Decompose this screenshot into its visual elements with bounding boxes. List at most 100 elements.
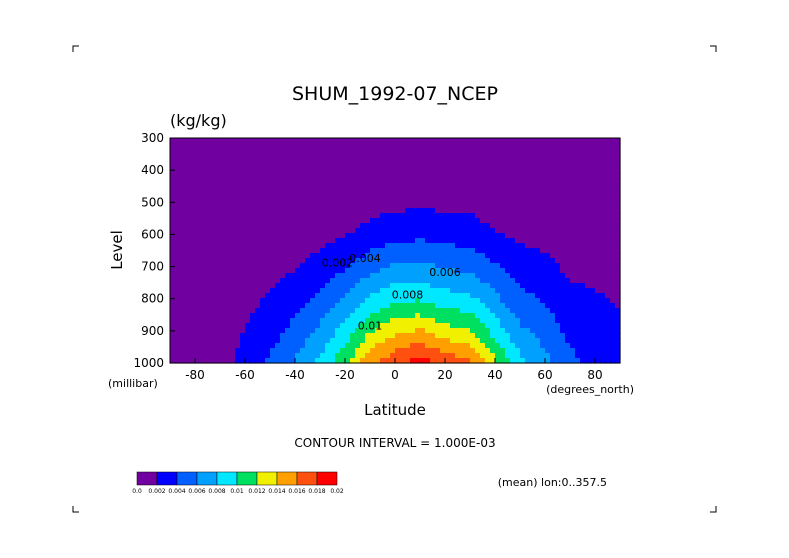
field-cell bbox=[240, 308, 246, 314]
field-cell bbox=[450, 283, 456, 289]
field-cell bbox=[425, 138, 431, 144]
field-cell bbox=[380, 353, 386, 359]
field-cell bbox=[190, 248, 196, 254]
field-cell bbox=[610, 328, 616, 334]
field-cell bbox=[220, 268, 226, 274]
field-cell bbox=[445, 253, 451, 259]
field-cell bbox=[615, 268, 621, 274]
field-cell bbox=[420, 338, 426, 344]
field-cell bbox=[520, 208, 526, 214]
field-cell bbox=[475, 278, 481, 284]
field-cell bbox=[245, 263, 251, 269]
field-cell bbox=[210, 168, 216, 174]
field-cell bbox=[485, 308, 491, 314]
field-cell bbox=[310, 138, 316, 144]
field-cell bbox=[445, 273, 451, 279]
field-cell bbox=[370, 323, 376, 329]
field-cell bbox=[520, 278, 526, 284]
field-cell bbox=[185, 313, 191, 319]
field-cell bbox=[370, 348, 376, 354]
field-cell bbox=[355, 263, 361, 269]
field-cell bbox=[500, 228, 506, 234]
y-tick-label: 300 bbox=[141, 131, 164, 145]
field-cell bbox=[215, 283, 221, 289]
field-cell bbox=[595, 148, 601, 154]
field-cell bbox=[175, 268, 181, 274]
field-cell bbox=[395, 303, 401, 309]
field-cell bbox=[225, 293, 231, 299]
field-cell bbox=[220, 318, 226, 324]
units-label: (kg/kg) bbox=[170, 111, 227, 130]
field-cell bbox=[380, 168, 386, 174]
field-cell bbox=[220, 178, 226, 184]
field-cell bbox=[460, 358, 466, 364]
field-cell bbox=[460, 158, 466, 164]
field-cell bbox=[615, 168, 621, 174]
field-cell bbox=[180, 263, 186, 269]
field-cell bbox=[520, 283, 526, 289]
field-cell bbox=[300, 213, 306, 219]
field-cell bbox=[600, 218, 606, 224]
field-cell bbox=[580, 288, 586, 294]
field-cell bbox=[275, 318, 281, 324]
field-cell bbox=[495, 238, 501, 244]
field-cell bbox=[450, 338, 456, 344]
field-cell bbox=[410, 313, 416, 319]
field-cell bbox=[550, 213, 556, 219]
field-cell bbox=[590, 258, 596, 264]
field-cell bbox=[290, 138, 296, 144]
field-cell bbox=[550, 283, 556, 289]
field-cell bbox=[255, 183, 261, 189]
field-cell bbox=[200, 278, 206, 284]
field-cell bbox=[615, 198, 621, 204]
field-cell bbox=[400, 233, 406, 239]
field-cell bbox=[225, 248, 231, 254]
field-cell bbox=[330, 153, 336, 159]
field-cell bbox=[600, 333, 606, 339]
field-cell bbox=[420, 333, 426, 339]
field-cell bbox=[250, 258, 256, 264]
field-cell bbox=[425, 188, 431, 194]
field-cell bbox=[290, 288, 296, 294]
field-cell bbox=[390, 273, 396, 279]
field-cell bbox=[315, 278, 321, 284]
field-cell bbox=[415, 193, 421, 199]
field-cell bbox=[485, 193, 491, 199]
field-cell bbox=[425, 308, 431, 314]
field-cell bbox=[510, 213, 516, 219]
field-cell bbox=[580, 198, 586, 204]
field-cell bbox=[290, 168, 296, 174]
field-cell bbox=[195, 143, 201, 149]
field-cell bbox=[485, 153, 491, 159]
field-cell bbox=[405, 358, 411, 364]
field-cell bbox=[235, 243, 241, 249]
field-cell bbox=[360, 298, 366, 304]
field-cell bbox=[560, 183, 566, 189]
field-cell bbox=[390, 208, 396, 214]
field-cell bbox=[485, 168, 491, 174]
field-cell bbox=[240, 163, 246, 169]
field-cell bbox=[375, 298, 381, 304]
field-cell bbox=[550, 158, 556, 164]
field-cell bbox=[450, 303, 456, 309]
field-cell bbox=[535, 318, 541, 324]
field-cell bbox=[185, 338, 191, 344]
field-cell bbox=[350, 168, 356, 174]
field-cell bbox=[485, 268, 491, 274]
field-cell bbox=[575, 188, 581, 194]
field-cell bbox=[525, 188, 531, 194]
field-cell bbox=[245, 348, 251, 354]
field-cell bbox=[175, 243, 181, 249]
field-cell bbox=[195, 343, 201, 349]
field-cell bbox=[215, 303, 221, 309]
field-cell bbox=[395, 173, 401, 179]
field-cell bbox=[515, 318, 521, 324]
field-cell bbox=[245, 313, 251, 319]
field-cell bbox=[245, 318, 251, 324]
field-cell bbox=[340, 173, 346, 179]
field-cell bbox=[605, 193, 611, 199]
field-cell bbox=[405, 308, 411, 314]
field-cell bbox=[225, 168, 231, 174]
field-cell bbox=[185, 198, 191, 204]
field-cell bbox=[600, 208, 606, 214]
